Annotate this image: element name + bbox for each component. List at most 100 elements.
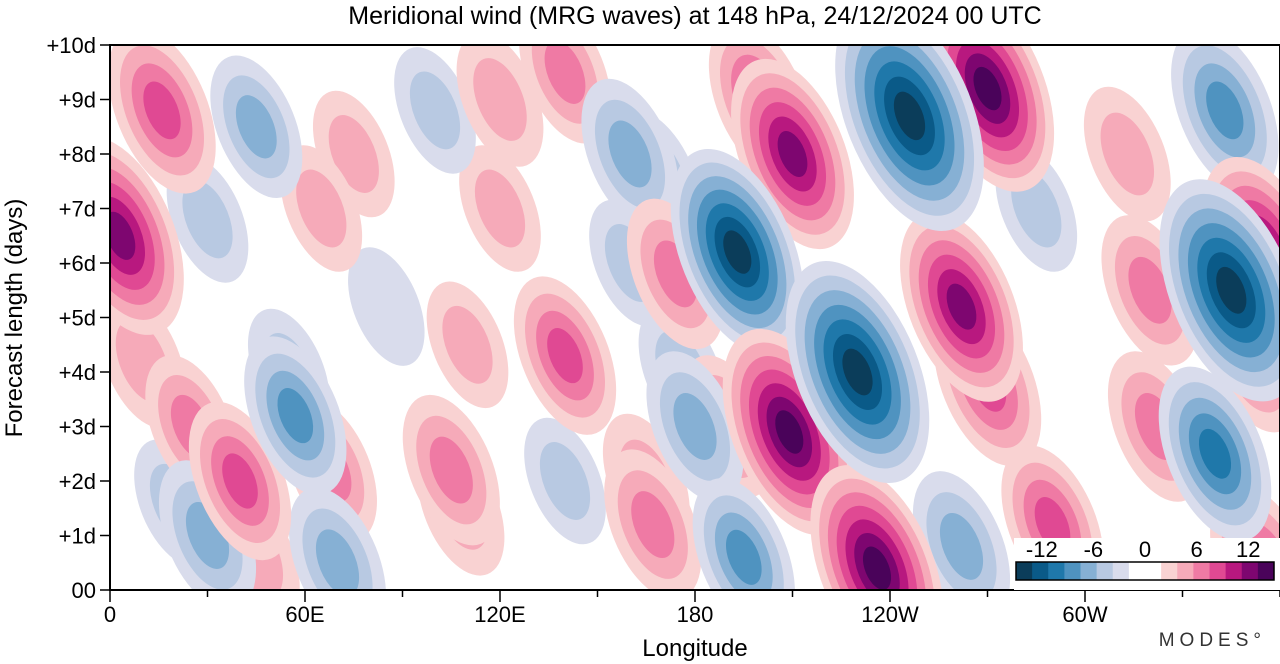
contour-feature — [402, 394, 500, 546]
contour-feature — [692, 478, 795, 590]
colorbar-label: 6 — [1190, 537, 1202, 562]
contour-feature — [785, 260, 930, 484]
contour-feature — [513, 276, 617, 435]
colorbar-cell — [1096, 562, 1114, 580]
colorbar-label: -12 — [1026, 537, 1058, 562]
colorbar-cell — [1032, 562, 1049, 580]
contour-level — [547, 328, 583, 384]
contour-feature — [1158, 366, 1272, 541]
contour-feature — [581, 78, 679, 230]
colorbar-cell — [1016, 562, 1033, 580]
contour-level — [348, 247, 425, 366]
contour-feature — [524, 417, 606, 545]
colorbar-cell — [1161, 562, 1178, 580]
contour-feature — [459, 145, 541, 272]
contour-level — [608, 120, 652, 188]
y-tick-label: +10d — [46, 33, 96, 58]
y-tick-label: +9d — [59, 88, 96, 113]
contour-level — [1216, 266, 1247, 314]
colorbar-cell — [1080, 562, 1098, 580]
contour-feature — [110, 136, 184, 335]
contour-feature — [1083, 86, 1171, 222]
contour-level — [315, 529, 360, 590]
contour-feature — [810, 465, 944, 590]
contour-level — [842, 348, 873, 396]
y-tick-label: +5d — [59, 306, 96, 331]
colorbar-frame — [1015, 561, 1275, 581]
contour-feature — [835, 45, 984, 231]
contour-level — [893, 91, 926, 141]
contour-feature — [426, 281, 509, 409]
contour-level — [862, 546, 892, 590]
y-tick-label: +1d — [59, 524, 96, 549]
contour-level — [723, 230, 752, 274]
contour-level — [1198, 428, 1232, 479]
contour-feature — [1171, 45, 1279, 194]
brand-logo: MODES° — [1159, 630, 1266, 651]
contour-level — [442, 305, 493, 384]
y-tick-label: +4d — [59, 360, 96, 385]
contour-feature — [348, 247, 425, 366]
x-tick-label: 120W — [861, 602, 919, 627]
contour-level — [473, 58, 527, 141]
contour-level — [296, 169, 347, 248]
contour-level — [222, 453, 258, 509]
contour-level — [277, 388, 314, 444]
colorbar-cell — [1193, 562, 1211, 580]
contour-level — [429, 436, 473, 504]
y-tick-label: +8d — [59, 142, 96, 167]
y-axis-label: Forecast length (days) — [1, 199, 28, 438]
x-tick-label: 0 — [104, 602, 116, 627]
x-tick-label: 60E — [285, 602, 324, 627]
contour-level — [182, 180, 233, 259]
contour-level — [544, 45, 586, 104]
contour-level — [725, 529, 762, 585]
plot-area — [110, 45, 1280, 590]
colorbar-label: 0 — [1139, 537, 1151, 562]
contour-level — [775, 410, 804, 454]
colorbar-label: -6 — [1084, 537, 1104, 562]
colorbar-cell — [1064, 562, 1082, 580]
y-tick-label: 00 — [72, 578, 96, 603]
chart-title: Meridional wind (MRG waves) at 148 hPa, … — [348, 2, 1041, 30]
contour-level — [409, 71, 461, 150]
colorbar-label: 12 — [1236, 537, 1260, 562]
contour-level — [1100, 112, 1155, 196]
y-axis: 00 +1d +2d +3d +4d +5d +6d +7d +8d +9d +10d — [46, 33, 110, 603]
x-tick-label: 60W — [1062, 602, 1107, 627]
contour-level — [973, 66, 1002, 111]
colorbar-cell — [1112, 562, 1130, 580]
contour-feature — [646, 351, 744, 502]
contour-feature — [456, 45, 544, 167]
contour-level — [474, 169, 526, 248]
colorbar-cell — [1225, 562, 1243, 580]
contour-level — [1206, 81, 1244, 140]
contour-level — [539, 442, 591, 520]
contour-level — [235, 95, 277, 159]
contour-feature — [210, 55, 303, 199]
contour-level — [1128, 256, 1172, 324]
contour-feature — [244, 336, 347, 495]
y-tick-label: +2d — [59, 469, 96, 494]
contour-level — [777, 130, 808, 178]
y-tick-label: +6d — [59, 251, 96, 276]
contour-level — [946, 283, 977, 330]
y-tick-label: +3d — [59, 415, 96, 440]
contour-feature — [280, 145, 363, 272]
contour-field — [110, 45, 1280, 590]
y-tick-label: +7d — [59, 197, 96, 222]
contour-feature — [394, 47, 476, 174]
contour-feature — [110, 45, 216, 194]
x-tick-label: 120E — [474, 602, 525, 627]
x-tick-label: 180 — [677, 602, 714, 627]
contour-feature — [604, 449, 702, 590]
contour-feature — [670, 149, 804, 356]
colorbar-cell — [1241, 562, 1259, 580]
contour-feature — [1159, 179, 1280, 402]
colorbar-cell — [1128, 562, 1146, 580]
colorbar-cell — [1145, 562, 1162, 580]
contour-level — [939, 512, 984, 580]
colorbar-cell — [1257, 562, 1275, 580]
x-axis: 0 60E 120E 180 120W 60W — [104, 590, 1280, 627]
